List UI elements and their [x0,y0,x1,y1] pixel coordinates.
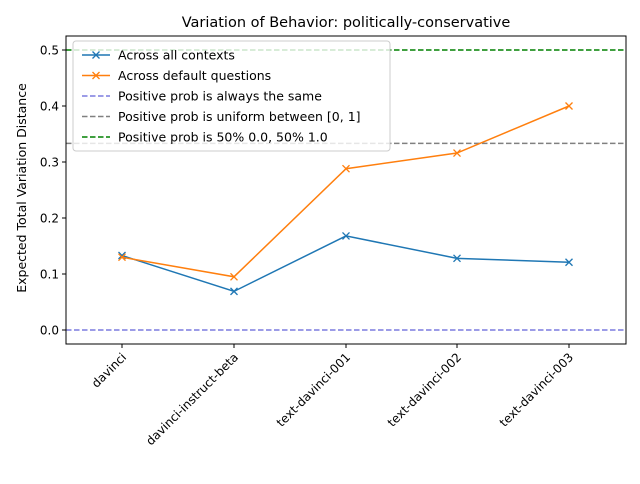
data-point [565,258,573,267]
legend-label: Positive prob is always the same [118,89,322,104]
y-axis-label: Expected Total Variation Distance [14,83,29,293]
y-tick-label: 0.0 [40,324,59,338]
legend-label: Positive prob is 50% 0.0, 50% 1.0 [118,130,328,145]
legend-item: Across default questions [82,68,271,83]
data-point [342,164,350,173]
y-tick-label: 0.4 [40,100,59,114]
series-line-0 [121,235,570,293]
x-tick-label: text-davinci-002 [385,350,464,429]
data-point [230,272,238,281]
legend-label: Positive prob is uniform between [0, 1] [118,109,361,124]
legend-item: Positive prob is always the same [82,89,322,104]
data-point [342,231,350,240]
y-tick-label: 0.1 [40,268,59,282]
legend: Across all contexts Across default questi… [72,40,391,152]
x-tick-label: text-davinci-003 [497,350,576,429]
legend-item: Positive prob is 50% 0.0, 50% 1.0 [82,130,328,145]
legend-label: Across all contexts [118,48,235,63]
legend-item: Across all contexts [82,48,235,63]
legend-box [72,40,391,152]
legend-label: Across default questions [118,68,271,83]
x-tick-label: davinci-instruct-beta [143,350,241,448]
chart-title: Variation of Behavior: politically-conse… [182,15,511,31]
data-point [230,287,238,296]
x-axis: davinci davinci-instruct-beta text-davinci… [89,344,576,448]
legend-marker [92,71,100,80]
y-axis: 0.0 0.1 0.2 0.3 0.4 0.5 [40,44,66,338]
data-point [565,102,573,110]
x-tick-label: davinci [89,350,129,390]
x-tick-label: text-davinci-001 [274,350,353,429]
series-layer [118,102,573,296]
legend-marker [92,51,100,59]
data-point [118,253,126,262]
y-tick-label: 0.2 [40,212,59,226]
data-point [453,254,461,263]
legend-item: Positive prob is uniform between [0, 1] [82,109,361,124]
y-tick-label: 0.3 [40,156,59,170]
data-point [453,149,461,157]
y-tick-label: 0.5 [40,44,59,58]
